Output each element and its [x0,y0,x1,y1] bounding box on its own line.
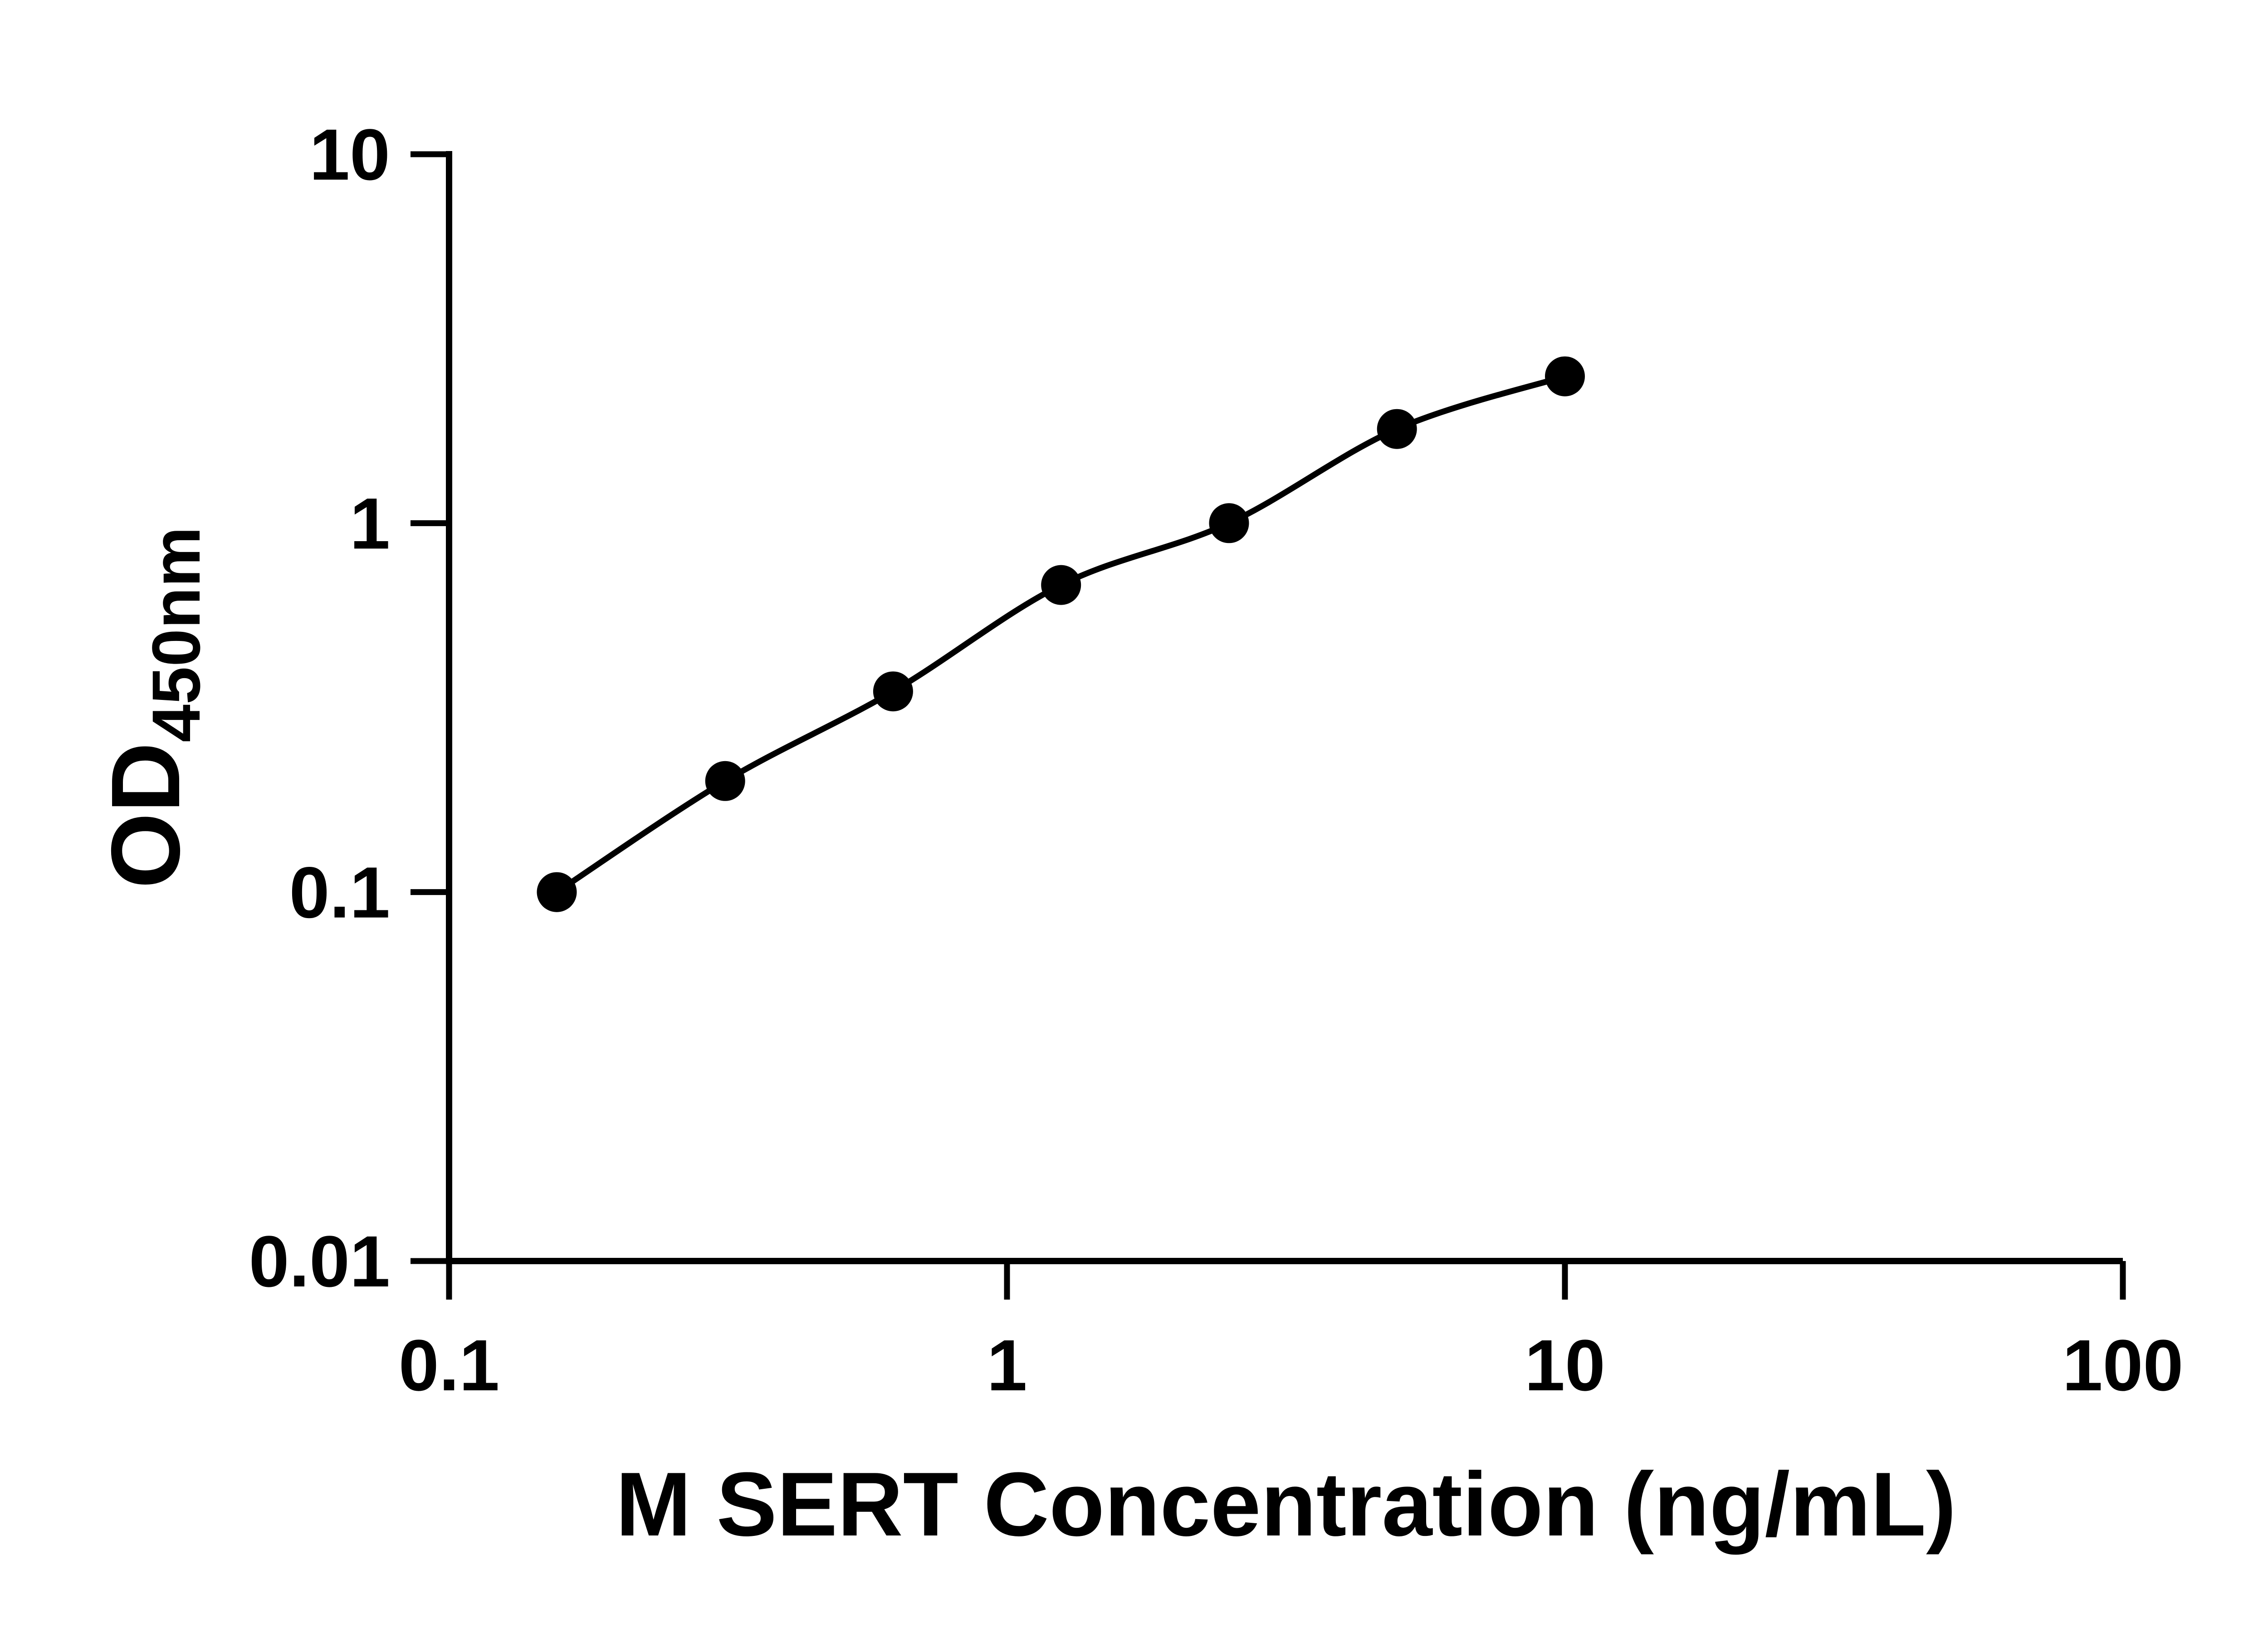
data-point-marker [705,761,745,801]
data-point-marker [1209,503,1249,543]
data-point-marker [873,671,913,712]
y-axis-title-subscript: 450nm [138,527,214,742]
y-tick-label: 10 [309,114,390,195]
data-point-marker [1377,409,1417,449]
y-tick-label: 0.1 [289,852,390,933]
data-point-marker [1041,565,1081,605]
standard-curve-line [555,373,1566,895]
x-axis-title: M SERT Concentration (ng/mL) [616,1454,1956,1555]
y-axis-title-main: OD [91,742,200,889]
data-point-marker [1545,356,1585,396]
x-tick-label: 0.1 [399,1325,499,1406]
x-tick-label: 10 [1525,1325,1605,1406]
x-tick-label: 100 [2063,1325,2184,1406]
y-axis-title: OD450nm [91,527,214,889]
y-tick-label: 1 [350,483,390,564]
y-tick-label: 0.01 [249,1221,390,1302]
x-tick-label: 1 [987,1325,1027,1406]
data-point-marker [537,872,577,912]
